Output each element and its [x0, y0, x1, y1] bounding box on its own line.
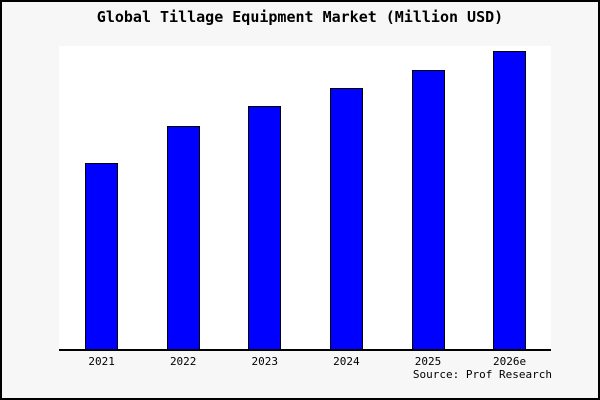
bar-2024 [329, 88, 363, 351]
x-tick-label-2024: 2024 [333, 355, 360, 368]
x-tick-label-2021: 2021 [88, 355, 115, 368]
bar-2022 [166, 126, 200, 351]
source-credit: Source: Prof Research [412, 368, 552, 381]
x-tick-label-2026e: 2026e [493, 355, 527, 368]
bar-2026e [493, 51, 527, 351]
bar-2023 [248, 106, 282, 351]
x-tick-label-2023: 2023 [251, 355, 279, 368]
bar-2025 [411, 70, 445, 351]
plot-area [59, 46, 551, 351]
bar-2021 [85, 163, 119, 351]
x-axis-line [59, 349, 551, 351]
x-tick-label-2022: 2022 [169, 355, 197, 368]
x-tick-label-2025: 2025 [414, 355, 442, 368]
chart-title: Global Tillage Equipment Market (Million… [96, 8, 504, 26]
